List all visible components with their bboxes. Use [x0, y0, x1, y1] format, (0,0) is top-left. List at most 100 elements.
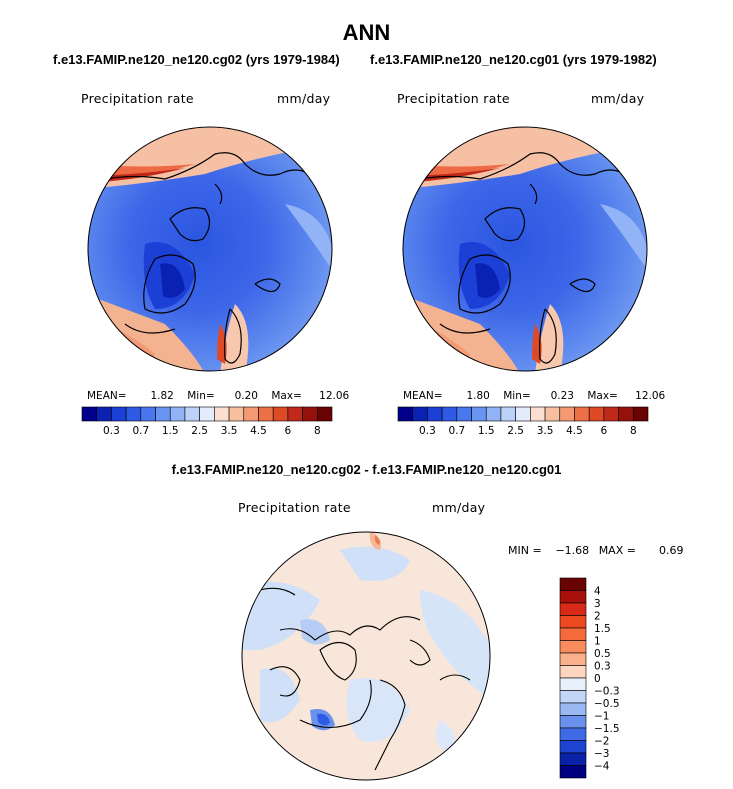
- panel2-colorbar-swatch: [397, 406, 414, 422]
- panel2-max-value: 12.06: [635, 390, 666, 402]
- panel2-colorbar-tick-label: 8: [630, 425, 637, 437]
- panel1-colorbar-tick-label: 4.5: [250, 425, 267, 437]
- panel1-colorbar-swatch: [169, 406, 186, 422]
- diff-colorbar-tick-label: −1: [594, 711, 609, 723]
- left-panel-subtitle: f.e13.FAMIP.ne120_ne120.cg02 (yrs 1979-1…: [53, 52, 340, 67]
- diff-colorbar-swatch: [559, 615, 587, 629]
- panel1-colorbar-swatch: [316, 406, 333, 422]
- panel1-colorbar-tick-label: 0.3: [103, 425, 120, 437]
- panel2-colorbar-swatch: [441, 406, 458, 422]
- panel1-colorbar-swatch: [184, 406, 200, 422]
- panel2-colorbar-swatch: [485, 406, 502, 422]
- diff-colorbar-tick-label: −1.5: [594, 723, 620, 735]
- diff-stats: MIN = −1.68 MAX = 0.69: [508, 544, 683, 557]
- panel2-colorbar-tick-label: 6: [601, 425, 608, 437]
- panel2-colorbar-swatch: [603, 406, 619, 422]
- panel1-colorbar-swatch: [258, 406, 274, 422]
- diff-colorbar-tick-label: 1.5: [594, 623, 611, 635]
- panel1-colorbar-swatch: [111, 406, 127, 422]
- page-title: ANN: [342, 20, 391, 45]
- diff-min-value: −1.68: [555, 544, 590, 557]
- panel2-colorbar-tick-label: 4.5: [566, 425, 583, 437]
- panel2-units-label: mm/day: [591, 91, 645, 106]
- diff-colorbar-swatch: [559, 715, 587, 729]
- panel1-units-label: mm/day: [277, 91, 331, 106]
- panel2-colorbar-swatch: [427, 406, 443, 422]
- panel1-colorbar-swatch: [199, 406, 215, 422]
- diff-colorbar-swatch: [559, 590, 587, 604]
- panel1-colorbar-tick-label: 2.5: [191, 425, 208, 437]
- panel1-colorbar-swatch: [140, 406, 156, 422]
- panel2-colorbar-tick-label: 3.5: [537, 425, 554, 437]
- diff-colorbar-swatch: [559, 665, 587, 679]
- panel1-variable-label: Precipitation rate: [81, 91, 194, 106]
- panel1-colorbar: 0.3 0.7 1.5 2.5 3.5 4.5 6 8: [81, 406, 333, 437]
- panel1-colorbar-swatch: [155, 406, 171, 422]
- diff-max-label: MAX =: [598, 544, 636, 557]
- panel1-stats: MEAN= 1.82 Min= 0.20 Max= 12.06: [87, 390, 349, 402]
- panel1-colorbar-swatch: [125, 406, 142, 422]
- diff-colorbar-swatch: [559, 602, 587, 616]
- panel1-max-value: 12.06: [319, 390, 350, 402]
- diff-colorbar-tick-label: 2: [594, 611, 601, 623]
- panel2-variable-label: Precipitation rate: [397, 91, 510, 106]
- panel2-colorbar-tick-label: 2.5: [507, 425, 524, 437]
- panel2-colorbar-tick-label: 0.7: [448, 425, 465, 437]
- panel2-colorbar-swatch: [588, 406, 605, 422]
- panel1-colorbar-swatch: [302, 406, 318, 422]
- diff-variable-label: Precipitation rate: [238, 500, 351, 515]
- panel2-colorbar-swatch: [456, 406, 472, 422]
- panel2-colorbar-swatch: [530, 406, 546, 422]
- diff-polar-map: [241, 531, 491, 781]
- diff-colorbar-tick-label: 4: [594, 586, 601, 598]
- diff-colorbar-swatch: [559, 652, 587, 666]
- diff-colorbar-swatch: [559, 702, 587, 716]
- panel2-stats: MEAN= 1.80 Min= 0.23 Max= 12.06: [403, 390, 665, 402]
- panel2-colorbar-swatch: [471, 406, 487, 422]
- panel1-colorbar-swatch: [228, 406, 245, 422]
- diff-colorbar-tick-label: −0.5: [594, 698, 620, 710]
- panel1-colorbar-swatch: [96, 406, 112, 422]
- diff-colorbar-tick-label: 1: [594, 636, 601, 648]
- diff-colorbar-swatch: [559, 740, 587, 754]
- diff-colorbar-tick-label: −2: [594, 736, 609, 748]
- panel2-colorbar-swatch: [574, 406, 590, 422]
- panel1-colorbar-tick-label: 8: [314, 425, 321, 437]
- panel1-polar-map: [87, 126, 333, 372]
- diff-colorbar-tick-label: 0: [594, 673, 601, 685]
- panel1-mean-value: 1.82: [150, 390, 174, 402]
- panel2-colorbar-swatch: [559, 406, 575, 422]
- panel2-mean-value: 1.80: [466, 390, 490, 402]
- panel1-colorbar-swatch: [81, 406, 98, 422]
- diff-colorbar-tick-label: 3: [594, 598, 601, 610]
- panel1-colorbar-swatch: [214, 406, 230, 422]
- panel1-mean-label: MEAN=: [87, 390, 127, 402]
- panel1-max-label: Max=: [271, 390, 302, 402]
- panel2-colorbar-swatch: [412, 406, 428, 422]
- difference-title: f.e13.FAMIP.ne120_ne120.cg02 - f.e13.FAM…: [171, 462, 562, 477]
- diff-min-label: MIN =: [508, 544, 542, 557]
- diff-units-label: mm/day: [432, 500, 486, 515]
- diff-colorbar-swatch: [559, 765, 587, 779]
- diff-colorbar-tick-label: −4: [594, 761, 610, 773]
- diff-colorbar-tick-label: −0.3: [594, 686, 620, 698]
- panel2-colorbar-tick-label: 0.3: [419, 425, 436, 437]
- panel1-colorbar-swatch: [287, 406, 303, 422]
- panel1-min-label: Min=: [187, 390, 215, 402]
- diff-colorbar-swatch: [559, 640, 587, 654]
- diff-colorbar-tick-label: −3: [594, 748, 609, 760]
- panel1-min-value: 0.20: [234, 390, 258, 402]
- diff-colorbar-swatch: [559, 727, 587, 741]
- panel1-colorbar-tick-label: 1.5: [162, 425, 179, 437]
- panel2-min-label: Min=: [503, 390, 531, 402]
- panel1-colorbar-tick-label: 3.5: [221, 425, 238, 437]
- diff-colorbar-tick-label: 0.3: [594, 661, 611, 673]
- panel1-colorbar-tick-label: 6: [285, 425, 292, 437]
- right-panel-subtitle: f.e13.FAMIP.ne120_ne120.cg01 (yrs 1979-1…: [370, 52, 657, 67]
- diff-colorbar-swatch: [559, 627, 587, 641]
- diff-colorbar-swatch: [559, 577, 587, 591]
- panel2-polar-map: [402, 126, 648, 372]
- panel2-colorbar: 0.3 0.7 1.5 2.5 3.5 4.5 6 8: [397, 406, 649, 437]
- diff-max-value: 0.69: [658, 544, 684, 557]
